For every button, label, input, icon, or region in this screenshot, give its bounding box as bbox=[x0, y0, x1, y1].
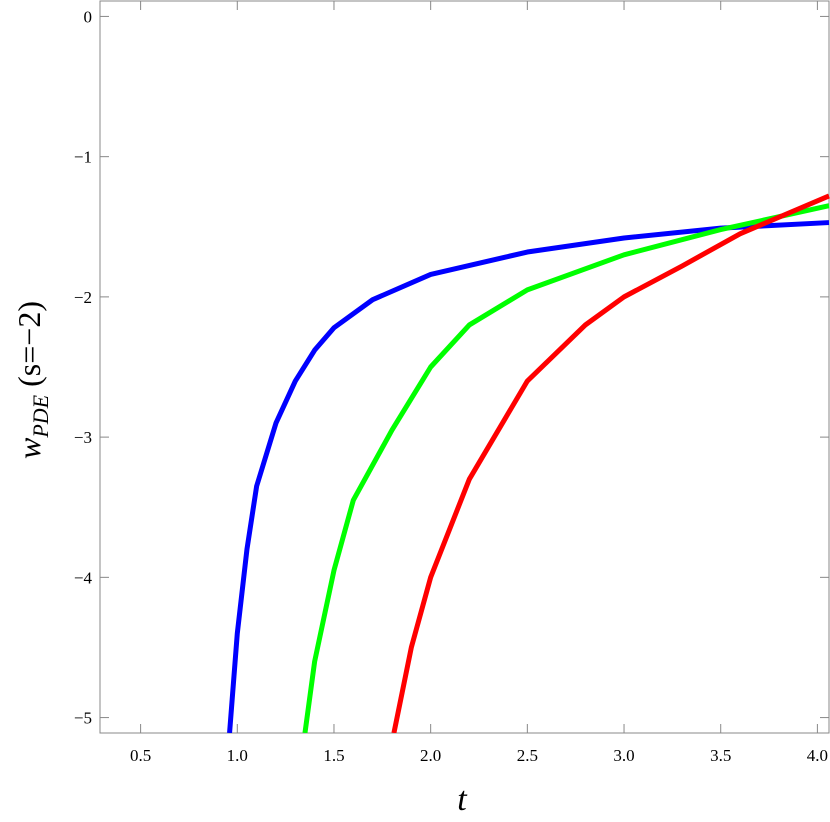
x-axis-label: t bbox=[457, 781, 468, 818]
x-tick-label: 2.0 bbox=[420, 746, 441, 765]
y-axis-label: wPDE (s=−2) bbox=[11, 301, 53, 459]
y-tick-label: 0 bbox=[84, 7, 93, 26]
x-tick-label: 1.0 bbox=[227, 746, 248, 765]
x-tick-label: 3.0 bbox=[613, 746, 634, 765]
line-series bbox=[302, 203, 830, 733]
y-tick-label: −2 bbox=[74, 288, 92, 307]
line-series bbox=[227, 220, 830, 733]
y-tick-label: −3 bbox=[74, 428, 92, 447]
x-tick-label: 3.5 bbox=[710, 746, 731, 765]
y-tick-label: −4 bbox=[74, 568, 93, 587]
y-tick-label: −5 bbox=[74, 709, 92, 728]
line-series bbox=[391, 193, 830, 733]
x-tick-label: 0.5 bbox=[130, 746, 151, 765]
y-label-base: w bbox=[11, 437, 47, 459]
x-tick-label: 2.5 bbox=[517, 746, 538, 765]
x-tick-label: 4.0 bbox=[807, 746, 828, 765]
y-tick-label: −1 bbox=[74, 148, 92, 167]
y-label-subscript: PDE bbox=[28, 394, 53, 438]
plot-frame bbox=[99, 0, 830, 734]
x-tick-label: 1.5 bbox=[323, 746, 344, 765]
y-label-suffix: (s=−2) bbox=[11, 301, 47, 387]
plot-area bbox=[227, 193, 830, 733]
y-axis-label-text: wPDE (s=−2) bbox=[11, 301, 53, 459]
